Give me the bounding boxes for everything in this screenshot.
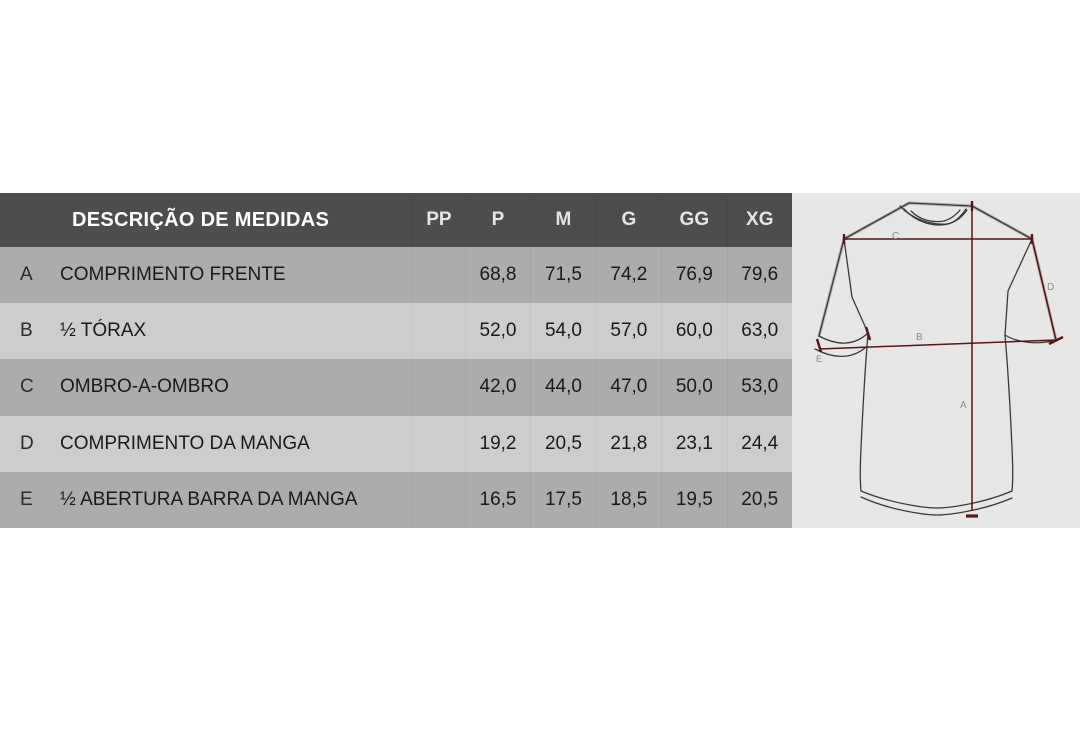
svg-text:A: A (960, 400, 967, 411)
svg-text:E: E (816, 354, 822, 364)
svg-text:C: C (892, 231, 899, 242)
svg-text:B: B (916, 332, 923, 343)
svg-text:D: D (1047, 282, 1054, 293)
